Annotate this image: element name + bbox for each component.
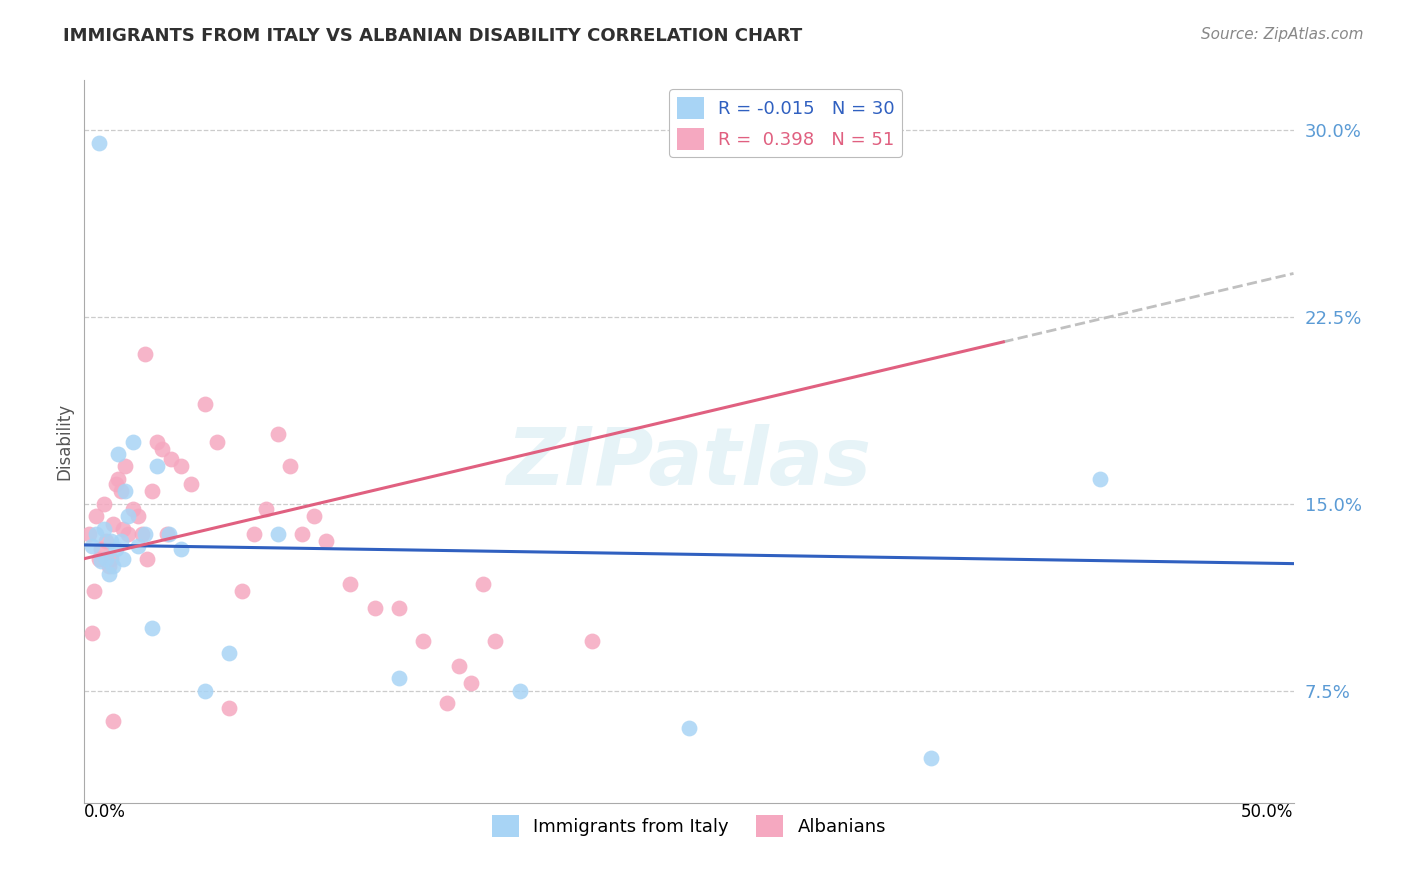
Point [103,559,125,574]
Point [141,484,163,499]
Text: ZIPatlas: ZIPatlas [506,425,872,502]
Point [97,559,120,574]
Point [107,447,129,461]
Point [86,509,108,524]
Point [302,509,325,524]
Point [291,526,314,541]
Point [155,526,177,541]
Point [207,434,229,449]
Point [315,534,337,549]
Point [146,459,169,474]
Point [83,584,105,599]
Point [581,633,603,648]
Y-axis label: Disability: Disability [55,403,73,480]
Point [131,526,153,541]
Point [1088,472,1111,486]
Point [242,526,264,541]
Point [509,683,531,698]
Point [150,442,173,456]
Point [160,452,183,467]
Point [136,551,159,566]
Point [134,347,156,361]
Point [104,476,127,491]
Point [388,671,411,685]
Point [180,476,202,491]
Point [90,554,112,568]
Point [100,534,122,549]
Point [134,526,156,541]
Point [114,484,136,499]
Point [112,522,135,536]
Point [107,472,129,486]
Point [231,584,253,599]
Point [254,501,277,516]
Point [127,509,149,524]
Point [278,459,301,474]
Point [460,676,482,690]
Point [103,516,125,531]
Point [117,526,139,541]
Point [94,551,117,566]
Text: Source: ZipAtlas.com: Source: ZipAtlas.com [1201,27,1364,42]
Point [194,397,217,411]
Point [114,459,136,474]
Point [218,701,240,715]
Point [112,551,135,566]
Point [80,626,103,640]
Point [170,459,193,474]
Point [110,534,132,549]
Point [94,534,117,549]
Point [436,696,458,710]
Point [363,601,385,615]
Point [77,526,100,541]
Point [100,551,122,566]
Legend: Immigrants from Italy, Albanians: Immigrants from Italy, Albanians [485,808,893,845]
Point [87,136,110,150]
Point [449,658,471,673]
Point [141,621,163,635]
Point [93,497,115,511]
Text: IMMIGRANTS FROM ITALY VS ALBANIAN DISABILITY CORRELATION CHART: IMMIGRANTS FROM ITALY VS ALBANIAN DISABI… [63,27,803,45]
Point [121,501,143,516]
Point [93,522,115,536]
Point [110,484,132,499]
Text: 50.0%: 50.0% [1241,803,1294,821]
Point [472,576,495,591]
Point [90,541,112,556]
Point [170,541,193,556]
Point [267,526,290,541]
Point [87,551,110,566]
Point [412,633,434,648]
Text: 0.0%: 0.0% [84,803,127,821]
Point [218,646,240,660]
Point [267,427,290,442]
Point [80,539,103,553]
Point [678,721,700,735]
Point [194,683,217,698]
Point [339,576,361,591]
Point [104,541,127,556]
Point [117,509,139,524]
Point [121,434,143,449]
Point [146,434,169,449]
Point [157,526,180,541]
Point [484,633,506,648]
Point [86,526,108,541]
Point [103,714,125,728]
Point [920,751,942,765]
Point [388,601,411,615]
Point [97,566,120,581]
Point [127,539,149,553]
